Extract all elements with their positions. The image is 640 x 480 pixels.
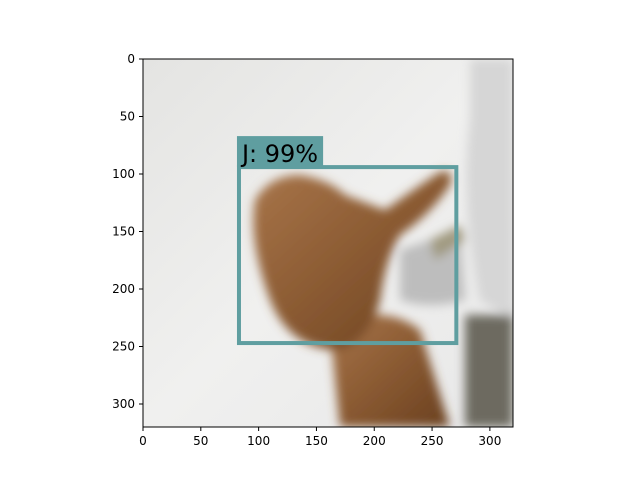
y-tick-label: 50 — [120, 110, 135, 124]
x-tick-label: 100 — [247, 434, 270, 448]
x-tick-label: 250 — [421, 434, 444, 448]
x-tick-label: 150 — [305, 434, 328, 448]
y-tick-label: 300 — [112, 397, 135, 411]
y-tick-label: 0 — [127, 52, 135, 66]
x-tick-label: 200 — [363, 434, 386, 448]
y-tick-label: 100 — [112, 167, 135, 181]
y-tick-label: 200 — [112, 282, 135, 296]
detection-label: J: 99% — [240, 140, 318, 168]
axes-frame — [142, 58, 514, 428]
x-tick-label: 300 — [478, 434, 501, 448]
x-tick-label: 0 — [139, 434, 147, 448]
y-tick-label: 250 — [112, 340, 135, 354]
bounding-box — [236, 165, 459, 346]
label-background — [236, 136, 324, 168]
y-tick-label: 150 — [112, 225, 135, 239]
x-tick-label: 50 — [193, 434, 208, 448]
